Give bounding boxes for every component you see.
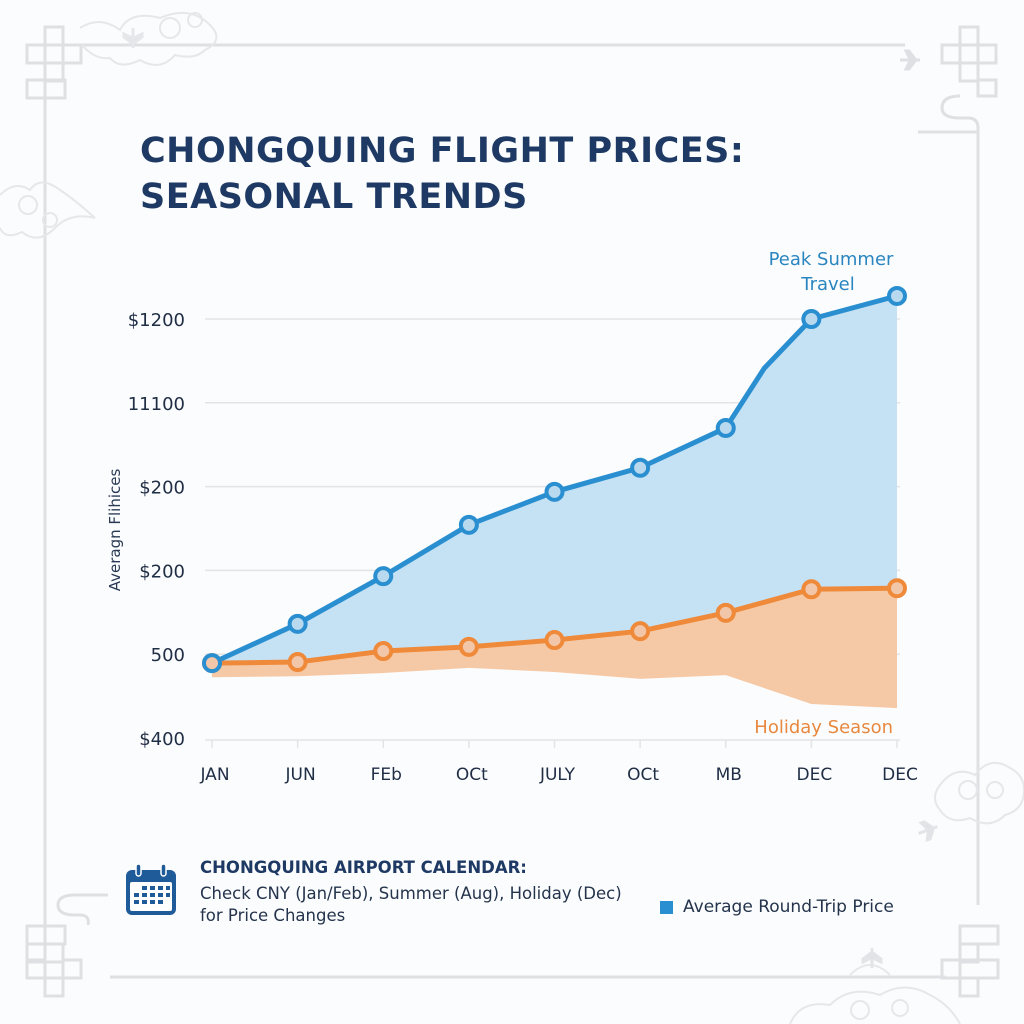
x-tick-label: MB [716, 765, 742, 785]
chart-legend: Average Round-Trip Price [660, 897, 894, 917]
orange-data-point [458, 636, 479, 657]
cloud-right [934, 761, 1024, 825]
x-tick-label: JUN [285, 765, 316, 785]
lattice-top-left [25, 25, 83, 100]
x-tick-label: DEC [882, 765, 918, 785]
y-tick-label: $1200 [128, 310, 185, 331]
y-tick-label: $200 [139, 561, 185, 582]
y-tick-label: 11100 [128, 394, 185, 415]
blue-data-point [544, 481, 565, 502]
legend-swatch-blue [660, 900, 673, 914]
lattice-top-right [918, 25, 998, 135]
calendar-icon [126, 863, 176, 915]
airplane-icon [122, 28, 144, 48]
x-tick-label: DEC [797, 765, 833, 785]
legend-label: Average Round-Trip Price [683, 897, 894, 917]
airplane-icon [918, 820, 938, 843]
x-tick-label: OCt [627, 765, 659, 785]
lattice-bottom-right [940, 924, 1000, 998]
x-tick-label: JULY [539, 765, 576, 785]
series-markers [202, 285, 907, 674]
chart-title: CHONGQUING FLIGHT PRICES: SEASONAL TREND… [140, 128, 744, 220]
orange-data-point [287, 652, 308, 673]
lattice-bottom-left [25, 893, 108, 998]
airplane-icon [900, 49, 920, 71]
cloud-top [79, 11, 218, 66]
blue-data-point [458, 514, 479, 535]
chart-title-line-1: CHONGQUING FLIGHT PRICES: [140, 131, 745, 171]
airplane-icon [861, 948, 883, 968]
annotation-peak-summer-line-1: Peak Summer [769, 249, 894, 270]
annotation-peak-summer-line-2: Travel [800, 274, 855, 295]
y-axis-label: Averagn Flihices [106, 469, 124, 592]
cloud-left [0, 181, 96, 239]
blue-data-point [202, 653, 222, 674]
annotation-holiday-season: Holiday Season [754, 717, 893, 738]
airport-calendar-heading: CHONGQUING AIRPORT CALENDAR: [200, 858, 527, 877]
cloud-bottom [789, 964, 961, 1024]
blue-data-point [801, 309, 822, 329]
airport-calendar-text-line-1: Check CNY (Jan/Feb), Summer (Aug), Holid… [200, 884, 622, 903]
chart-title-line-2: SEASONAL TRENDS [140, 177, 528, 217]
orange-data-point [715, 602, 736, 623]
y-tick-label: 500 [151, 645, 185, 666]
orange-data-point [630, 621, 651, 642]
blue-data-point [715, 417, 736, 438]
blue-data-point [887, 285, 907, 306]
orange-data-point [373, 641, 394, 662]
airport-calendar-text-line-2: for Price Changes [200, 906, 346, 925]
y-tick-label: $400 [139, 729, 185, 750]
blue-area-fill [212, 295, 897, 664]
blue-series-line [210, 293, 898, 666]
x-tick-label: JAN [199, 765, 229, 785]
orange-data-point [887, 578, 907, 599]
y-axis-ticks: $400 500 $200 $200 11100 $1200 [128, 310, 185, 750]
x-axis-ticks: JAN JUN FEb OCt JULY OCt MB DEC DEC [199, 765, 917, 785]
x-tick-label: FEb [371, 765, 402, 785]
blue-data-point [287, 613, 308, 634]
orange-data-point [544, 630, 565, 651]
orange-data-point [801, 579, 822, 600]
y-tick-label: $200 [139, 478, 185, 499]
blue-data-point [630, 457, 651, 478]
blue-data-point [373, 566, 394, 587]
x-tick-label: OCt [456, 765, 488, 785]
